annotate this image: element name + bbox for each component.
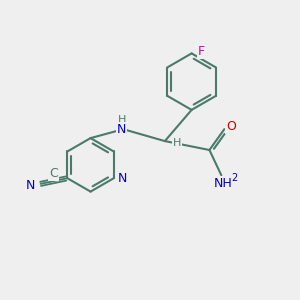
Text: H: H [118,115,126,125]
Text: H: H [172,138,181,148]
Text: F: F [198,45,205,58]
Text: C: C [49,167,58,180]
Text: N: N [117,172,127,185]
Text: N: N [117,123,127,136]
Text: NH: NH [213,177,232,190]
Text: 2: 2 [232,173,238,183]
Text: N: N [26,179,35,192]
Text: O: O [226,120,236,133]
